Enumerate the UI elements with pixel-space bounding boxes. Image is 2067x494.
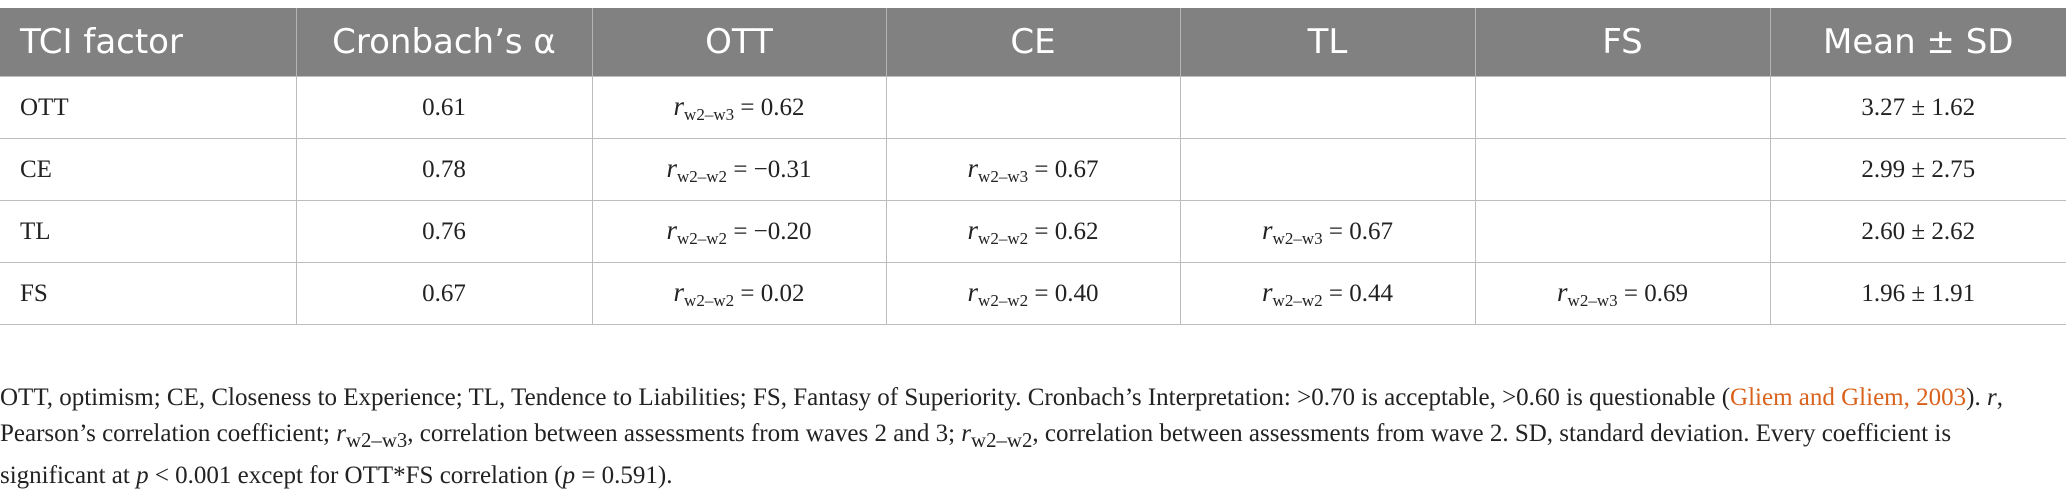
correlation-value: = −0.31: [727, 155, 812, 183]
footnote-text-5: , correlation between assessments from w…: [0, 420, 1952, 489]
r-symbol: r: [1262, 214, 1273, 245]
header-fs: FS: [1475, 8, 1771, 77]
correlation-subscript: w2–w3: [684, 104, 735, 124]
cell-correlation: [1179, 138, 1476, 201]
footnote-r-symbol: r: [336, 420, 346, 447]
correlation-value: = 0.67: [1322, 217, 1393, 245]
cell-correlation: rw2–w2 = 0.44: [1179, 262, 1476, 325]
cell-correlation: rw2–w2 = −0.31: [591, 138, 887, 201]
cell-correlation: rw2–w2 = −0.20: [591, 200, 887, 263]
footnote-r-symbol: r: [961, 420, 972, 447]
cell-factor: TL: [0, 200, 297, 263]
table-footnote: OTT, optimism; CE, Closeness to Experien…: [0, 380, 2060, 494]
reference-link[interactable]: Gliem and Gliem, 2003: [1730, 384, 1967, 411]
correlation-value: = 0.40: [1028, 279, 1099, 307]
correlation-value: = 0.62: [1028, 217, 1099, 245]
cell-correlation: rw2–w2 = 0.40: [885, 262, 1181, 325]
footnote-p-symbol: p: [562, 462, 576, 489]
cell-mean-sd: 3.27 ± 1.62: [1769, 76, 2066, 139]
cell-correlation: rw2–w3 = 0.67: [1179, 200, 1476, 263]
cell-correlation: [1179, 76, 1476, 139]
cell-correlation: [885, 76, 1181, 139]
correlation-value: = −0.20: [727, 217, 812, 245]
correlation-subscript: w2–w2: [1272, 290, 1323, 310]
correlation-subscript: w2–w2: [684, 290, 735, 310]
header-cronbach-alpha: Cronbach’s α: [296, 8, 593, 77]
correlation-subscript: w2–w3: [1567, 290, 1618, 310]
table-row: TL 0.76 rw2–w2 = −0.20 rw2–w2 = 0.62 rw2–w3 …: [0, 200, 2066, 263]
r-symbol: r: [673, 276, 685, 307]
table-row: FS 0.67 rw2–w2 = 0.02 rw2–w2 = 0.40 rw2–w2 =…: [0, 262, 2066, 325]
footnote-text-4: , correlation between assessments from w…: [407, 420, 962, 447]
footnote-text-2: ).: [1966, 384, 1987, 411]
header-row: TCI factor Cronbach’s α OTT CE TL FS Mea…: [0, 8, 2066, 77]
header-ce: CE: [886, 8, 1181, 77]
correlation-subscript: w2–w2: [978, 290, 1029, 310]
cell-correlation: rw2–w3 = 0.62: [591, 76, 887, 139]
r-symbol: r: [1557, 276, 1568, 307]
cell-alpha: 0.76: [295, 200, 593, 263]
footnote-text-1: OTT, optimism; CE, Closeness to Experien…: [0, 384, 1731, 411]
r-symbol: r: [967, 276, 979, 307]
header-tci-factor: TCI factor: [0, 8, 297, 77]
r-symbol: r: [673, 90, 685, 121]
footnote-subscript-w2-w3: w2–w3: [345, 428, 408, 452]
table-row: CE 0.78 rw2–w2 = −0.31 rw2–w3 = 0.67 2.99 ± …: [0, 138, 2066, 201]
correlation-subscript: w2–w2: [677, 166, 728, 186]
correlation-value: = 0.44: [1322, 279, 1393, 307]
header-ott: OTT: [592, 8, 887, 77]
footnote-p-symbol: p: [136, 462, 149, 489]
table-container: TCI factor Cronbach’s α OTT CE TL FS Mea…: [0, 8, 2067, 325]
header-mean-sd: Mean ± SD: [1770, 8, 2066, 77]
cell-alpha: 0.78: [295, 138, 593, 201]
cell-correlation: rw2–w2 = 0.02: [591, 262, 887, 325]
r-symbol: r: [967, 152, 979, 183]
r-symbol: r: [666, 152, 677, 183]
correlation-value: = 0.69: [1617, 279, 1688, 307]
cell-correlation: rw2–w3 = 0.67: [885, 138, 1181, 201]
cell-correlation: [1474, 76, 1771, 139]
cell-correlation: rw2–w2 = 0.62: [885, 200, 1181, 263]
cell-correlation: rw2–w3 = 0.69: [1474, 262, 1771, 325]
r-symbol: r: [666, 214, 677, 245]
r-symbol: r: [967, 214, 979, 245]
footnote-r-symbol: r: [1986, 384, 1997, 411]
correlation-value: = 0.67: [1028, 155, 1099, 183]
cell-correlation: [1474, 200, 1771, 263]
correlation-value: = 0.62: [734, 93, 805, 121]
cell-alpha: 0.61: [295, 76, 593, 139]
cell-mean-sd: 2.99 ± 2.75: [1769, 138, 2066, 201]
correlation-subscript: w2–w3: [978, 166, 1029, 186]
table-row: OTT 0.61 rw2–w3 = 0.62 3.27 ± 1.62: [0, 76, 2066, 139]
footnote-text-6: < 0.001 except for OTT*FS correlation (: [148, 462, 563, 489]
footnote-text-7: = 0.591).: [575, 462, 673, 489]
cell-alpha: 0.67: [295, 262, 593, 325]
cell-mean-sd: 2.60 ± 2.62: [1769, 200, 2066, 263]
correlation-subscript: w2–w2: [978, 228, 1029, 248]
correlation-subscript: w2–w3: [1272, 228, 1323, 248]
cell-factor: FS: [0, 262, 297, 325]
footnote-text-3: , Pearson’s correlation coefficient;: [0, 384, 2003, 447]
cell-factor: CE: [0, 138, 297, 201]
header-tl: TL: [1180, 8, 1476, 77]
correlation-value: = 0.02: [734, 279, 805, 307]
tci-correlation-table: TCI factor Cronbach’s α OTT CE TL FS Mea…: [0, 8, 2066, 325]
correlation-subscript: w2–w2: [677, 228, 728, 248]
cell-mean-sd: 1.96 ± 1.91: [1769, 262, 2066, 325]
footnote-subscript-w2-w2: w2–w2: [971, 428, 1033, 452]
cell-correlation: [1474, 138, 1771, 201]
cell-factor: OTT: [0, 76, 297, 139]
r-symbol: r: [1262, 276, 1273, 307]
